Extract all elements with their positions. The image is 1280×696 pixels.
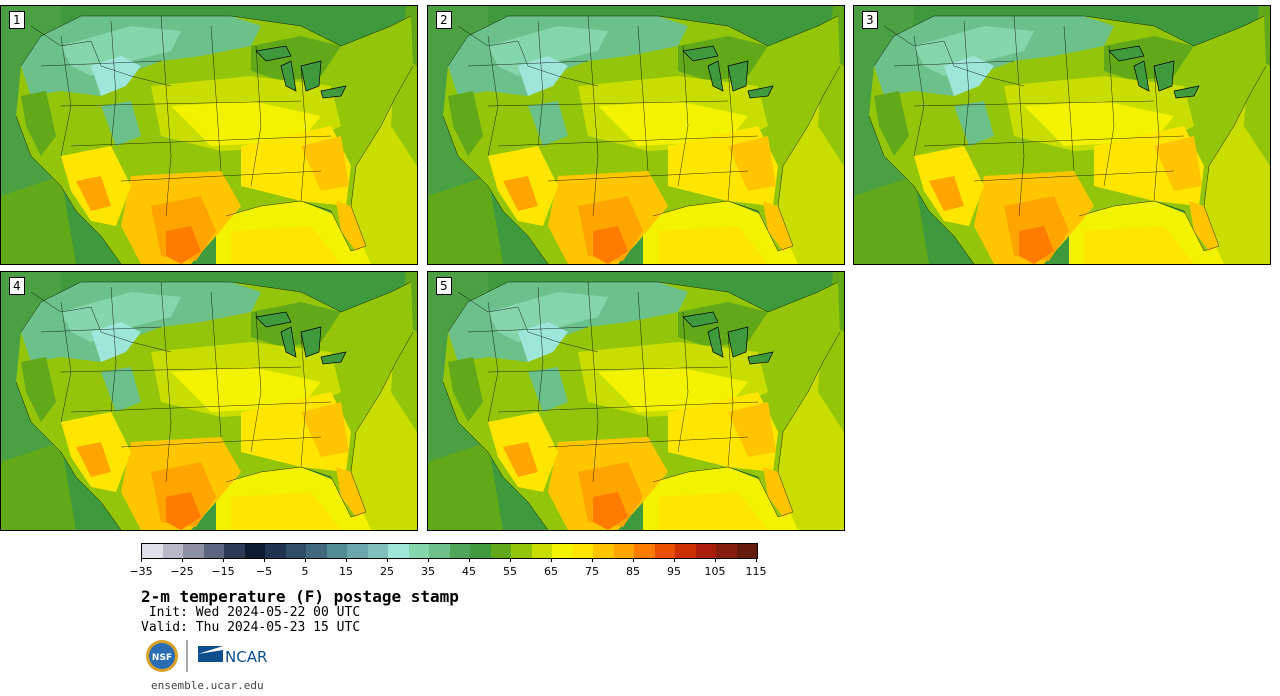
colorbar-tick-label: 35: [421, 565, 435, 578]
panel-number: 3: [862, 11, 878, 29]
colorbar-swatch: [142, 544, 163, 558]
colorbar-tickmark: [551, 558, 552, 562]
colorbar-tickmark: [182, 558, 183, 562]
colorbar-tick-label: −35: [129, 565, 153, 578]
colorbar-tick-label: −5: [255, 565, 273, 578]
colorbar-swatch: [593, 544, 614, 558]
colorbar-tickmark: [510, 558, 511, 562]
colorbar-swatch: [388, 544, 409, 558]
colorbar-tickmark: [756, 558, 757, 562]
colorbar-swatch: [511, 544, 532, 558]
colorbar-tick-label: 25: [380, 565, 394, 578]
colorbar-tick-label: 115: [745, 565, 767, 578]
colorbar-swatch: [203, 544, 224, 558]
logos: NSF NCAR: [145, 638, 275, 674]
colorbar-tick-label: 95: [667, 565, 681, 578]
colorbar-tickmark: [141, 558, 142, 562]
colorbar-tick-label: 45: [462, 565, 476, 578]
url-text: ensemble.ucar.edu: [151, 679, 264, 692]
colorbar-swatch: [613, 544, 634, 558]
colorbar-swatch: [285, 544, 306, 558]
colorbar-swatch: [162, 544, 183, 558]
temperature-map: [854, 6, 1270, 264]
map-panel-4: 4: [0, 271, 418, 531]
colorbar-tickmark: [715, 558, 716, 562]
colorbar-tickmark: [346, 558, 347, 562]
colorbar-swatch: [634, 544, 655, 558]
colorbar-swatch: [306, 544, 327, 558]
colorbar-tickmark: [264, 558, 265, 562]
panel-number: 5: [436, 277, 452, 295]
colorbar-swatch: [347, 544, 368, 558]
colorbar-swatch: [716, 544, 737, 558]
colorbar-tick-label: −15: [211, 565, 235, 578]
temperature-map: [1, 6, 417, 264]
colorbar-swatch: [183, 544, 204, 558]
colorbar-tick-label: 75: [585, 565, 599, 578]
colorbar-tick-label: 65: [544, 565, 558, 578]
colorbar: [141, 543, 758, 559]
colorbar-swatch: [552, 544, 573, 558]
colorbar-swatch: [408, 544, 429, 558]
colorbar-tickmark: [469, 558, 470, 562]
colorbar-tickmark: [592, 558, 593, 562]
colorbar-swatch: [326, 544, 347, 558]
colorbar-swatch: [224, 544, 245, 558]
chart-title: 2-m temperature (F) postage stamp: [141, 587, 459, 606]
temperature-map: [1, 272, 417, 530]
colorbar-swatch: [490, 544, 511, 558]
colorbar-tick-label: 5: [301, 565, 309, 578]
colorbar-swatch: [695, 544, 716, 558]
colorbar-swatch: [449, 544, 470, 558]
map-panel-5: 5: [427, 271, 845, 531]
ncar-logo: NCAR: [198, 646, 267, 666]
svg-text:NCAR: NCAR: [225, 648, 267, 666]
colorbar-tick-label: 105: [704, 565, 726, 578]
colorbar-tick-label: 15: [339, 565, 353, 578]
panel-number: 4: [9, 277, 25, 295]
map-panel-2: 2: [427, 5, 845, 265]
colorbar-tick-label: 55: [503, 565, 517, 578]
panel-number: 2: [436, 11, 452, 29]
init-time: Init: Wed 2024-05-22 00 UTC: [141, 605, 361, 620]
colorbar-tick-label: −25: [170, 565, 194, 578]
colorbar-tickmark: [674, 558, 675, 562]
colorbar-swatch: [470, 544, 491, 558]
colorbar-swatch: [572, 544, 593, 558]
colorbar-tickmark: [387, 558, 388, 562]
nsf-logo: NSF: [146, 640, 178, 672]
colorbar-tickmark: [633, 558, 634, 562]
colorbar-swatch: [265, 544, 286, 558]
panel-number: 1: [9, 11, 25, 29]
temperature-map: [428, 272, 844, 530]
valid-time: Valid: Thu 2024-05-23 15 UTC: [141, 620, 361, 635]
map-panel-1: 1: [0, 5, 418, 265]
map-panel-3: 3: [853, 5, 1271, 265]
svg-text:NSF: NSF: [152, 653, 172, 663]
colorbar-tickmark: [223, 558, 224, 562]
temperature-map: [428, 6, 844, 264]
colorbar-swatch: [429, 544, 450, 558]
colorbar-swatch: [244, 544, 265, 558]
colorbar-swatch: [367, 544, 388, 558]
colorbar-swatch: [654, 544, 675, 558]
colorbar-tick-label: 85: [626, 565, 640, 578]
colorbar-tickmark: [305, 558, 306, 562]
colorbar-tickmark: [428, 558, 429, 562]
colorbar-swatch: [736, 544, 757, 558]
colorbar-swatch: [675, 544, 696, 558]
colorbar-swatch: [531, 544, 552, 558]
